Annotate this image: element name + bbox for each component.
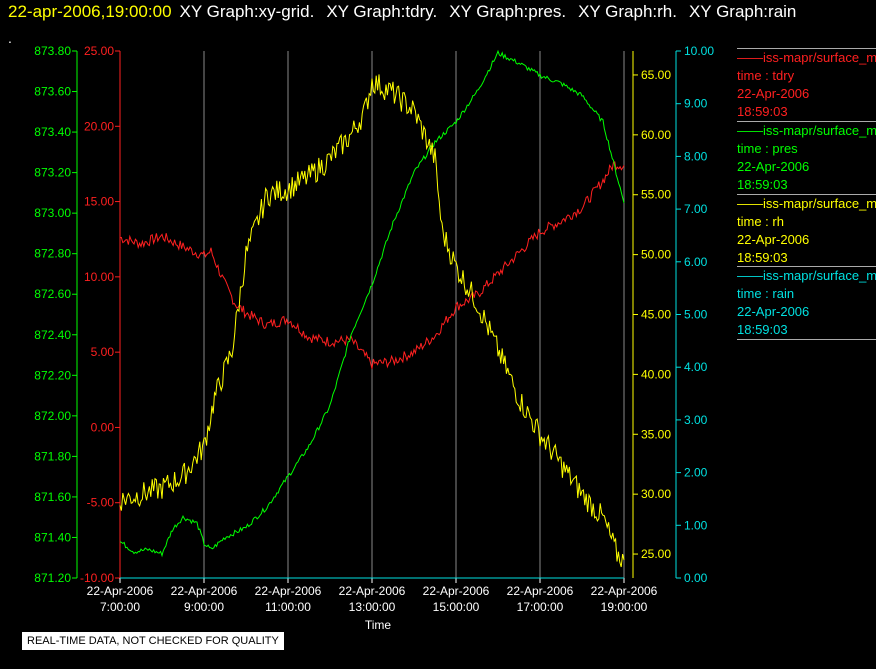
quality-notice: REAL-TIME DATA, NOT CHECKED FOR QUALITY [21, 631, 285, 651]
rh-tick-label: 30.00 [641, 487, 671, 501]
legend-rh-date: 22-Apr-2006 [737, 232, 810, 247]
x-tick-label-time: 17:00:00 [517, 600, 564, 614]
tdry-tick-label: -5.00 [87, 496, 115, 510]
legend-pres-time: 18:59:03 [737, 177, 788, 192]
rain-tick-label: 3.00 [684, 413, 708, 427]
rh-tick-label: 40.00 [641, 367, 671, 381]
legend-rain-time: 18:59:03 [737, 322, 788, 337]
legend-tdry-time: 18:59:03 [737, 104, 788, 119]
header-bar: 22-apr-2006,19:00:00 XY Graph:xy-grid. XY … [8, 2, 808, 22]
pres-tick-label: 872.20 [34, 368, 71, 382]
x-tick-label-date: 22-Apr-2006 [339, 584, 406, 598]
series-line-rh [119, 74, 625, 568]
graph-title-grid: XY Graph:xy-grid. [179, 2, 315, 21]
x-tick-label-time: 19:00:00 [601, 600, 648, 614]
pres-tick-label: 872.80 [34, 247, 71, 261]
tdry-tick-label: 0.00 [91, 420, 115, 434]
tdry-tick-label: 20.00 [84, 119, 114, 133]
rain-tick-label: 7.00 [684, 202, 708, 216]
graph-title-tdry: XY Graph:tdry. [326, 2, 438, 21]
x-tick-label-date: 22-Apr-2006 [255, 584, 322, 598]
legend-tdry-date: 22-Apr-2006 [737, 86, 810, 101]
tdry-tick-label: 25.00 [84, 44, 114, 58]
pres-tick-label: 872.40 [34, 328, 71, 342]
rain-tick-label: 2.00 [684, 466, 708, 480]
rain-tick-label: 6.00 [684, 255, 708, 269]
legend-rh[interactable]: ——iss-mapr/surface_m time : rh 22-Apr-20… [737, 194, 876, 267]
legend-pres-var: time : pres [737, 141, 798, 156]
rh-tick-label: 45.00 [641, 308, 671, 322]
x-tick-label-date: 22-Apr-2006 [87, 584, 154, 598]
pres-tick-label: 872.00 [34, 409, 71, 423]
rh-tick-label: 60.00 [641, 128, 671, 142]
legend-bottom-divider [737, 339, 876, 341]
legend-rh-time: 18:59:03 [737, 250, 788, 265]
legend-rh-var: time : rh [737, 214, 784, 229]
pres-tick-label: 871.20 [34, 571, 71, 585]
x-axis-label: Time [365, 618, 392, 632]
tdry-tick-label: 15.00 [84, 195, 114, 209]
legend-tdry-name: ——iss-mapr/surface_m [737, 48, 876, 65]
pres-tick-label: 873.40 [34, 125, 71, 139]
timestamp: 22-apr-2006,19:00:00 [8, 2, 172, 21]
pres-tick-label: 872.60 [34, 287, 71, 301]
pres-tick-label: 871.40 [34, 530, 71, 544]
x-tick-label-date: 22-Apr-2006 [507, 584, 574, 598]
legend-tdry[interactable]: ——iss-mapr/surface_m time : tdry 22-Apr-… [737, 48, 876, 121]
x-tick-label-time: 13:00:00 [349, 600, 396, 614]
legend-rain-var: time : rain [737, 286, 795, 301]
x-tick-label-time: 11:00:00 [265, 600, 311, 614]
graph-title-rh: XY Graph:rh. [578, 2, 677, 21]
legend-rh-name: ——iss-mapr/surface_m [737, 194, 876, 211]
legend-tdry-var: time : tdry [737, 68, 795, 83]
legend-pres[interactable]: ——iss-mapr/surface_m time : pres 22-Apr-… [737, 121, 876, 194]
rh-tick-label: 65.00 [641, 68, 671, 82]
rain-tick-label: 1.00 [684, 518, 708, 532]
x-tick-label-date: 22-Apr-2006 [591, 584, 658, 598]
series-line-pres [119, 49, 625, 558]
x-tick-label-time: 7:00:00 [100, 600, 140, 614]
pres-tick-label: 873.60 [34, 85, 71, 99]
tdry-tick-label: 5.00 [91, 345, 115, 359]
tdry-tick-label: 10.00 [84, 270, 114, 284]
rh-tick-label: 25.00 [641, 547, 671, 561]
pres-tick-label: 871.80 [34, 449, 71, 463]
rain-tick-label: 10.00 [684, 44, 714, 58]
x-tick-label-time: 9:00:00 [184, 600, 224, 614]
legend-pres-name: ——iss-mapr/surface_m [737, 121, 876, 138]
legend-rain-date: 22-Apr-2006 [737, 304, 810, 319]
rain-tick-label: 4.00 [684, 360, 708, 374]
rain-tick-label: 8.00 [684, 149, 708, 163]
x-tick-label-date: 22-Apr-2006 [171, 584, 238, 598]
pres-tick-label: 873.80 [34, 44, 71, 58]
legend-pres-date: 22-Apr-2006 [737, 159, 810, 174]
pres-tick-label: 873.20 [34, 166, 71, 180]
legend-rain-name: ——iss-mapr/surface_m [737, 266, 876, 283]
pres-tick-label: 871.60 [34, 490, 71, 504]
x-tick-label-time: 15:00:00 [433, 600, 480, 614]
rh-tick-label: 55.00 [641, 188, 671, 202]
rain-tick-label: 5.00 [684, 308, 708, 322]
series-line-tdry [119, 161, 625, 369]
rain-tick-label: 0.00 [684, 571, 708, 585]
tdry-tick-label: -10.00 [80, 571, 114, 585]
legend-rain[interactable]: ——iss-mapr/surface_m time : rain 22-Apr-… [737, 266, 876, 341]
rh-tick-label: 35.00 [641, 427, 671, 441]
header-dot: . [8, 30, 12, 46]
pres-tick-label: 873.00 [34, 206, 71, 220]
graph-title-rain: XY Graph:rain [688, 2, 797, 21]
rain-tick-label: 9.00 [684, 97, 708, 111]
graph-title-pres: XY Graph:pres. [449, 2, 567, 21]
x-tick-label-date: 22-Apr-2006 [423, 584, 490, 598]
rh-tick-label: 50.00 [641, 248, 671, 262]
